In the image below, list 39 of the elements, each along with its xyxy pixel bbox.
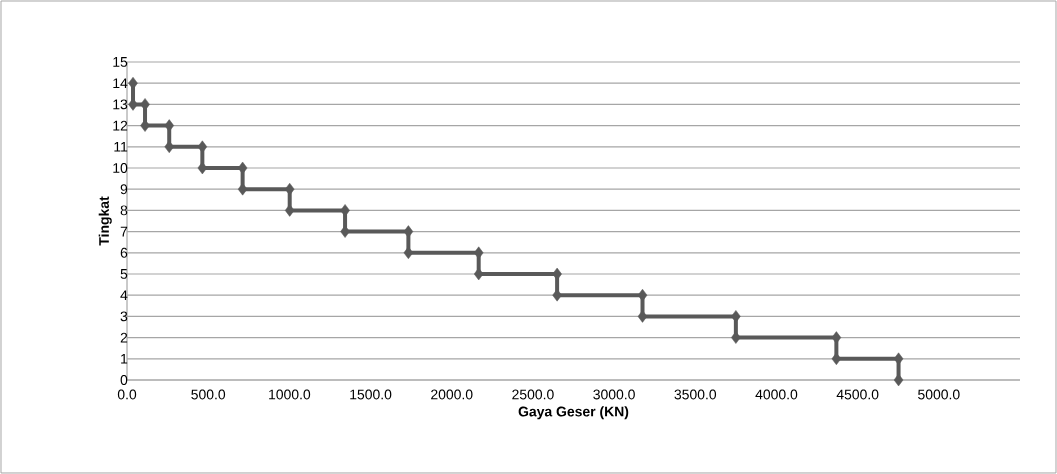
- point: [164, 140, 174, 154]
- y-tick-label: 4: [120, 290, 128, 300]
- y-tick-label: 0: [120, 375, 128, 385]
- y-tick-label: 5: [120, 269, 128, 279]
- point: [197, 161, 208, 175]
- y-tick-label: 9: [120, 184, 128, 195]
- point: [473, 267, 484, 281]
- point: [284, 182, 295, 196]
- y-tick-label: 15: [113, 57, 128, 67]
- point: [831, 352, 842, 366]
- x-tick-label: 0.0: [117, 389, 137, 400]
- y-tick-label: 1: [121, 353, 128, 364]
- point: [403, 246, 414, 260]
- x-tick-label: 3500.0: [674, 389, 717, 400]
- y-tick-label: 3: [120, 311, 128, 322]
- x-tick-label: 4000.0: [755, 389, 798, 400]
- y-tick-label: 13: [113, 99, 128, 110]
- y-tick-label: 14: [113, 78, 128, 88]
- x-tick-label: 2000.0: [431, 389, 473, 400]
- y-tick-label: 10: [113, 163, 128, 173]
- y-tick-label: 7: [120, 226, 128, 237]
- y-tick-label: 12: [113, 120, 128, 131]
- point: [237, 161, 248, 175]
- x-tick-label: 2500.0: [512, 389, 554, 400]
- x-tick-label: 1000.0: [269, 389, 311, 400]
- x-tick-label: 3000.0: [593, 389, 635, 400]
- x-axis-title: Gaya Geser (KN): [518, 406, 629, 420]
- x-tick-label: 5000.0: [918, 389, 960, 400]
- point: [893, 373, 904, 387]
- y-tick-label: 6: [120, 247, 128, 258]
- x-tick-label: 1500.0: [350, 389, 392, 400]
- x-tick-label: 4500.0: [836, 389, 879, 400]
- y-axis-title: Tingkat: [98, 196, 112, 246]
- point: [637, 288, 648, 302]
- y-tick-label: 11: [114, 141, 128, 152]
- y-tick-label: 8: [120, 205, 128, 216]
- point: [552, 267, 562, 281]
- x-tick-label: 500.0: [191, 389, 226, 400]
- y-tick-label: 2: [120, 332, 128, 343]
